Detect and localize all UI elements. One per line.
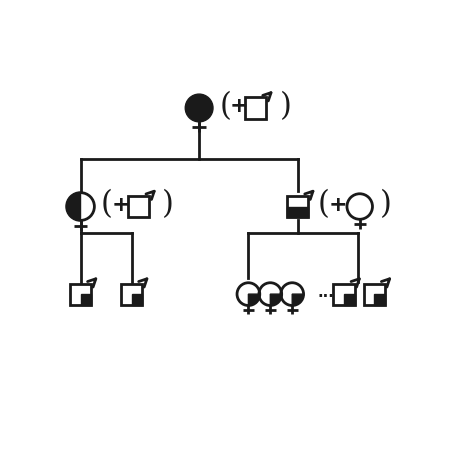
Text: (: ( [219,91,231,122]
Bar [287,196,308,217]
Wedge shape [270,294,282,305]
Bar [70,283,91,305]
Wedge shape [67,192,81,220]
Bar [374,294,385,305]
Bar [333,283,355,305]
Bar [287,207,308,217]
Wedge shape [248,294,260,305]
Bar [81,294,91,305]
Text: (: ( [101,189,113,220]
Text: +: + [111,195,130,215]
Bar [245,97,266,118]
Bar [121,283,142,305]
Text: +: + [328,195,347,215]
Text: ...: ... [317,285,334,300]
Text: ): ) [280,91,292,122]
Text: (: ( [318,189,330,220]
Circle shape [185,94,213,122]
Wedge shape [292,294,303,305]
Text: ): ) [379,189,391,220]
Bar [364,283,385,305]
Bar [128,196,149,217]
Text: ): ) [162,189,173,220]
Bar [344,294,355,305]
Text: +: + [230,96,248,116]
Bar [132,294,142,305]
